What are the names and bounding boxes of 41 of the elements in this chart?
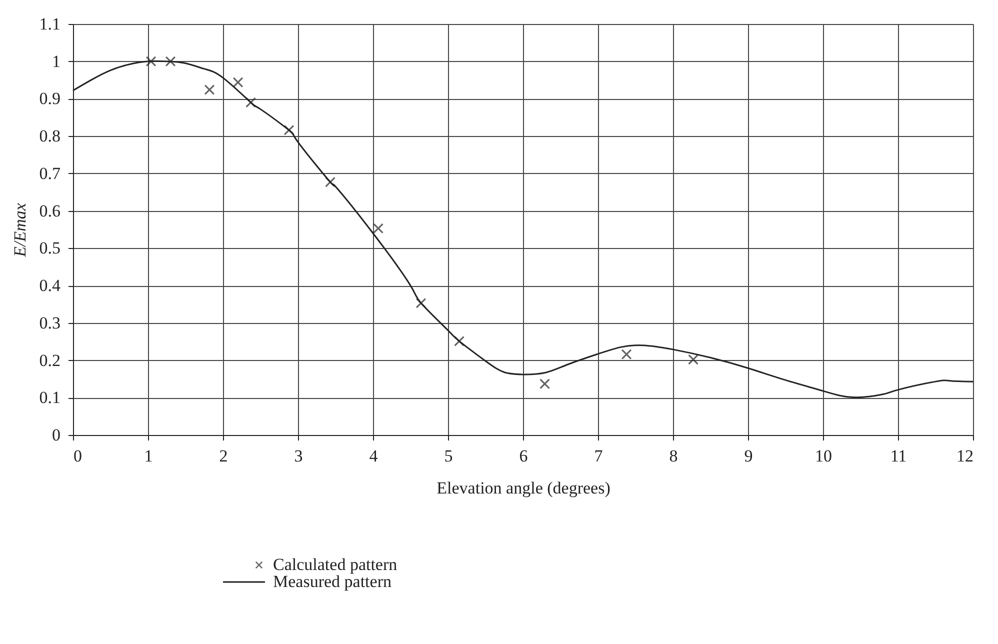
- legend-label: Calculated pattern: [273, 555, 398, 574]
- x-tick-label: 1: [144, 446, 153, 466]
- x-tick-label: 10: [815, 446, 832, 466]
- x-tick-label: 5: [444, 446, 453, 466]
- y-tick-label: 0.9: [39, 89, 60, 108]
- y-tick-label: 0.1: [39, 388, 60, 408]
- point: [245, 97, 256, 108]
- x-tick-label: 8: [669, 446, 678, 466]
- x-tick-label: 9: [744, 446, 753, 466]
- y-tick-label: 0.4: [39, 276, 61, 296]
- point: [539, 378, 550, 390]
- x-tick-label: 7: [594, 446, 604, 466]
- y-tick-label: 1: [52, 52, 60, 71]
- y-tick-label: 0: [52, 426, 60, 444]
- point: [688, 354, 699, 365]
- point: [324, 176, 336, 188]
- x-axis-title: Elevation angle (degrees): [436, 478, 610, 498]
- x-tick-label: 2: [219, 446, 228, 466]
- y-axis-title: E/Emax: [10, 202, 30, 258]
- x-tick-label: 12: [956, 446, 974, 466]
- x-tick-label: 0: [74, 446, 82, 466]
- y-tick-label: 0.7: [39, 164, 61, 183]
- point: [146, 56, 156, 67]
- x-tick-label: 11: [890, 446, 907, 466]
- y-tick-label: 0.5: [39, 238, 60, 258]
- point: [165, 56, 176, 67]
- point: [621, 349, 632, 360]
- point: [454, 336, 465, 346]
- y-tick-label: 0.6: [39, 201, 60, 220]
- y-tick-label: 1.1: [39, 14, 60, 34]
- point: [416, 298, 426, 308]
- x-tick-label: 4: [369, 446, 378, 466]
- y-tick-label: 0.2: [39, 350, 60, 370]
- point: [284, 124, 294, 136]
- y-tick-label: 0.3: [39, 313, 60, 332]
- x-tick-label: 6: [519, 446, 528, 466]
- x-tick-label: 3: [294, 446, 303, 466]
- point: [372, 223, 384, 234]
- point: [204, 84, 215, 96]
- point: [232, 77, 244, 88]
- y-tick-label: 0.8: [39, 126, 60, 146]
